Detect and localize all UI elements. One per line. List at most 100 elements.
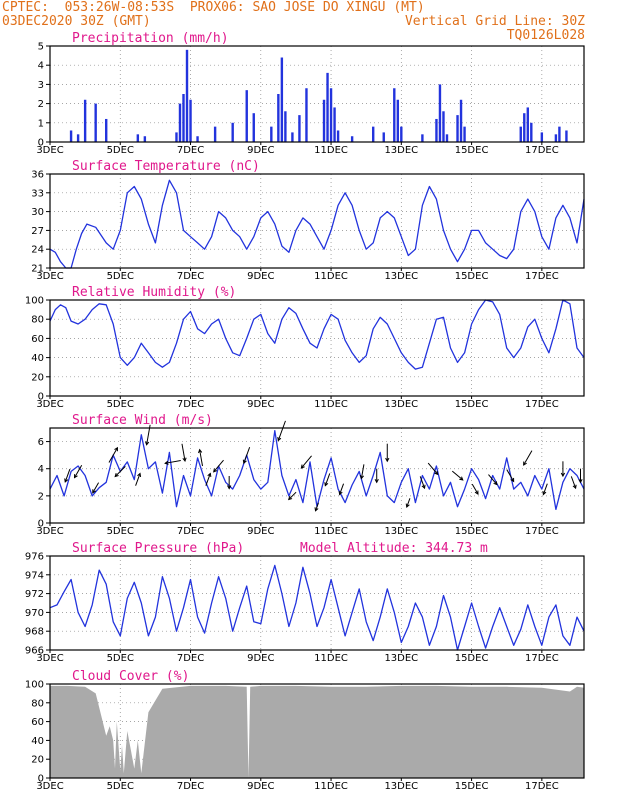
temp-frame (49, 173, 585, 269)
wind-arrow-head (300, 464, 305, 469)
header-grid-line-label: Vertical Grid Line: 30Z (404, 14, 585, 29)
precip-panel: 0 1 2 3 4 5 3DEC 5DEC 7DEC 9DEC 11DEC 13DEC 15DEC 17D… (36, 31, 585, 156)
wind-arrow-shaft (471, 483, 479, 495)
wind-xtick-label: 17DEC (525, 526, 559, 537)
precip-bar (213, 126, 217, 142)
wind-arrow (314, 502, 319, 512)
precip-bar (526, 107, 529, 142)
wind-arrow-head (198, 448, 203, 454)
cloud-xtick-label: 15DEC (455, 781, 489, 792)
cloud-ytick-label: 20 (31, 755, 44, 766)
rh-xtick-label: 5DEC (107, 399, 134, 410)
pres-xtick-label: 3DEC (36, 653, 63, 664)
wind-arrow-shaft (427, 462, 439, 475)
wind-arrow-shaft (243, 446, 251, 464)
temp-ytick-label: 30 (31, 207, 44, 218)
precip-xtick-label: 7DEC (177, 145, 204, 156)
precip-bar (305, 88, 308, 142)
precip-bar (189, 99, 192, 142)
precip-bar (329, 88, 333, 142)
pres-ytick-label: 974 (25, 570, 44, 581)
wind-arrow-shaft (523, 450, 533, 466)
wind-arrow-shaft (419, 476, 426, 489)
wind-arrow-head (560, 472, 566, 478)
temp-ytick-label: 27 (31, 226, 44, 237)
wind-arrow-shaft (74, 464, 83, 478)
rh-series-line (49, 299, 585, 370)
wind-arrow-head (510, 477, 515, 483)
precip-bar (291, 132, 294, 142)
wind-ytick-label: 4 (38, 464, 44, 475)
wind-arrow-head (64, 478, 69, 483)
wind-arrow (277, 420, 286, 442)
wind-arrow-head (287, 496, 293, 501)
rh-xtick-label: 17DEC (525, 399, 559, 410)
wind-arrow (145, 424, 151, 446)
precip-bar (442, 111, 445, 142)
wind-arrow-head (164, 460, 169, 465)
wind-arrows (64, 420, 583, 512)
pres-ytick-label: 972 (25, 589, 44, 600)
wind-arrow-shaft (360, 464, 365, 479)
rh-xtick-label: 13DEC (384, 399, 418, 410)
pres-subtitle: Model Altitude: 344.73 m (300, 541, 488, 556)
precip-ytick-label: 1 (38, 118, 44, 129)
precip-bar (421, 134, 424, 142)
wind-frame (49, 427, 585, 524)
rh-title: Relative Humidity (%) (72, 285, 236, 300)
temp-xtick-label: 7DEC (177, 271, 204, 282)
pres-xtick-label: 5DEC (107, 653, 134, 664)
cloud-ytick-label: 80 (31, 698, 44, 709)
precip-bar (438, 84, 442, 142)
precip-bar (298, 115, 301, 142)
wind-arrow (471, 483, 479, 495)
wind-xtick-label: 11DEC (314, 526, 348, 537)
cloud-area (50, 685, 584, 778)
pres-ytick-label: 966 (25, 646, 44, 657)
precip-xtick-label: 15DEC (455, 145, 489, 156)
temp-xtick-label: 17DEC (525, 271, 559, 282)
header-station-line: CPTEC: 053:26W-08:53S PROX06: SAO JOSE D… (2, 0, 425, 15)
wind-arrow-shaft (324, 473, 331, 486)
cloud-xtick-label: 13DEC (384, 781, 418, 792)
cloud-xtick-label: 17DEC (525, 781, 559, 792)
precip-ytick-label: 5 (38, 42, 44, 53)
wind-arrow-head (374, 479, 379, 484)
wind-arrow-head (213, 468, 218, 473)
precip-bar (94, 103, 97, 142)
precip-bar (519, 126, 522, 142)
temp-ytick-label: 24 (31, 245, 44, 256)
wind-arrow-shaft (451, 470, 464, 481)
wind-arrow-head (114, 473, 119, 478)
wind-arrow (242, 446, 251, 465)
cloud-xtick-label: 5DEC (107, 781, 134, 792)
temp-ytick-label: 21 (31, 264, 44, 275)
wind-arrow-shaft (288, 491, 297, 500)
wind-arrow-shaft (542, 483, 548, 495)
precip-xtick-label: 5DEC (107, 145, 134, 156)
precip-bar (76, 134, 80, 142)
rh-xtick-label: 3DEC (36, 399, 63, 410)
wind-arrow-head (405, 503, 410, 508)
wind-arrow (135, 472, 142, 486)
precip-xtick-label: 13DEC (384, 145, 418, 156)
wind-xtick-label: 7DEC (177, 526, 204, 537)
pres-title: Surface Pressure (hPa) (72, 541, 244, 556)
wind-arrow-head (277, 437, 282, 442)
wind-arrow-head (92, 489, 96, 494)
wind-arrow-head (474, 490, 479, 495)
wind-arrow-shaft (165, 460, 181, 464)
header-date-label: 03DEC2020 30Z (GMT) (2, 14, 151, 29)
wind-arrow (338, 483, 345, 496)
wind-arrow-head (73, 474, 78, 479)
precip-bar (136, 134, 140, 142)
precip-bar (382, 132, 385, 142)
rh-xtick-label: 15DEC (455, 399, 489, 410)
precip-bar (459, 99, 463, 142)
precip-bar (105, 118, 108, 142)
wind-arrow-shaft (92, 482, 100, 494)
precip-bar (336, 130, 340, 142)
precip-bar (284, 111, 287, 142)
precip-bar (245, 90, 248, 142)
pres-frame (49, 555, 585, 651)
